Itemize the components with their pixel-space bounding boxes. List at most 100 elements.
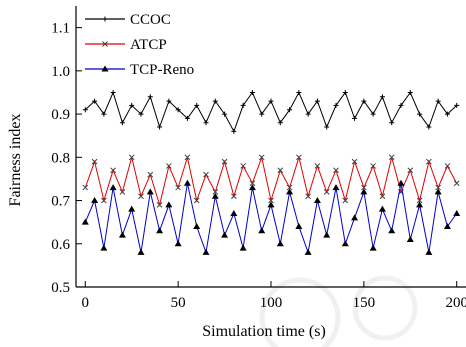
data-point [351,214,359,221]
data-point [277,120,283,126]
data-point [230,210,238,217]
data-point [193,197,200,204]
legend-entry: TCP-Reno [85,62,194,78]
data-point [314,163,321,169]
data-point [276,240,284,247]
data-point [389,120,395,126]
data-point [258,154,265,161]
data-point [81,218,89,225]
data-point [138,193,144,200]
data-point [110,89,116,95]
data-point [231,193,237,200]
data-point [203,171,209,178]
data-point [453,180,460,187]
data-point [398,102,404,108]
legend-entry: CCOC [85,12,171,28]
data-point [211,192,219,199]
data-point [147,94,153,100]
data-point [240,102,246,108]
data-point [342,89,348,95]
data-point [324,124,330,130]
series-tcp-reno [81,179,461,255]
data-point [174,240,182,247]
data-point [286,188,294,195]
data-point [379,94,385,100]
data-point [296,89,302,95]
y-axis-label: Fairness index [7,114,24,207]
data-point [249,180,256,187]
data-point [407,89,413,95]
legend-marker [102,16,108,22]
data-point [166,98,172,104]
data-point [129,102,135,108]
data-point [360,188,368,195]
data-point [128,205,136,212]
axes-layer: 0.5 0.6 0.7 0.8 0.9 1.0 1.1 0 50 100 150 200 [51,21,466,311]
data-point [221,158,228,165]
data-point [175,184,181,191]
data-point [202,248,210,255]
data-point [416,201,424,208]
data-point [156,202,163,208]
series-layer [81,89,461,255]
data-point [332,184,340,191]
data-point [110,167,116,174]
data-point [361,98,367,104]
data-point [184,115,190,121]
data-point [221,231,229,238]
legend-label: CCOC [130,12,171,28]
series-atcp [82,154,460,208]
series-line [84,183,458,255]
data-point [194,102,200,108]
data-point [296,154,302,161]
data-point [268,98,274,104]
data-point [146,188,154,195]
data-point [305,193,311,200]
legend: CCOC ATCP TCP-Reno [85,12,194,78]
data-point [426,158,432,165]
data-point [239,244,247,251]
data-point [92,98,98,104]
data-point [212,189,219,195]
watermark-decoration [259,275,418,347]
data-point [351,158,358,165]
data-point [333,102,339,108]
data-point [101,111,107,117]
legend-label: TCP-Reno [130,62,194,78]
data-point [156,227,164,234]
data-point [119,189,126,195]
data-point [287,107,293,113]
data-point [100,244,108,251]
data-point [314,98,320,104]
data-point [333,167,339,174]
data-point [183,179,191,186]
data-point [352,115,358,121]
data-point [369,244,377,251]
data-point [222,111,228,117]
y-tick-label: 0.7 [51,194,70,210]
y-tick-label: 1.0 [51,64,70,80]
data-point [157,124,163,130]
data-point [434,188,442,195]
data-point [313,197,321,204]
y-tick-label: 0.6 [51,237,70,253]
data-point [305,111,311,117]
data-point [425,248,433,255]
data-point [323,231,331,238]
data-point [138,111,144,117]
data-point [82,184,89,191]
series-ccoc [82,89,460,134]
data-point [101,197,107,204]
x-tick-label: 200 [445,295,466,311]
data-point [416,197,423,204]
data-point [109,184,117,191]
data-point [184,154,191,161]
data-point [406,235,414,242]
x-tick-label: 150 [353,295,376,311]
x-tick-label: 100 [260,295,283,311]
legend-marker [102,41,108,47]
data-point [341,240,349,247]
data-point [249,89,255,95]
data-point [286,184,293,191]
data-point [417,111,423,117]
